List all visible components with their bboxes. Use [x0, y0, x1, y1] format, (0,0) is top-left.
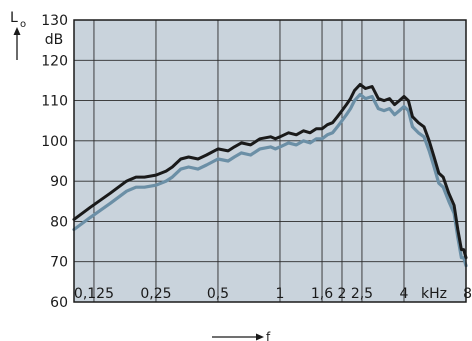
y-tick-label: 130: [41, 13, 68, 29]
x-tick-label: 4: [400, 286, 409, 302]
y-tick-label: 100: [41, 134, 68, 150]
y-tick-label: 120: [41, 53, 68, 69]
y-tick-label: 60: [50, 295, 68, 311]
y-tick-label: 70: [50, 255, 68, 271]
x-axis-symbol: f: [266, 330, 271, 341]
x-tick-label: 0,5: [207, 286, 229, 302]
x-tick-label: 0,125: [74, 286, 114, 302]
y-tick-label: 80: [50, 214, 68, 230]
series-line: [72, 83, 468, 260]
y-axis-unit: dB: [45, 32, 64, 48]
series-line: [72, 92, 468, 268]
x-tick-label: 2: [338, 286, 347, 302]
x-tick-label: 0,25: [140, 286, 171, 302]
y-axis-symbol: L: [10, 10, 18, 26]
x-tick-label: 1: [276, 286, 285, 302]
x-axis-arrow-head: [256, 333, 264, 341]
grid-lines: [74, 19, 467, 303]
y-axis-arrow-head: [13, 27, 21, 35]
series-group: [72, 83, 468, 268]
y-tick-label: 110: [41, 94, 68, 110]
plot-frame: [73, 19, 467, 303]
y-axis-subscript: o: [20, 19, 26, 30]
x-tick-labels: 0,125 0,25 0,5 1 1,6 2 2,5 4 8: [74, 286, 472, 302]
plot-area: [74, 20, 466, 302]
y-tick-label: 90: [50, 174, 68, 190]
x-tick-label: 2,5: [351, 286, 373, 302]
y-tick-labels: 60 70 80 90 100 110 120 130: [41, 13, 68, 311]
x-tick-label: 1,6: [311, 286, 333, 302]
x-tick-label: 8: [463, 286, 472, 302]
x-axis-unit: kHz: [421, 286, 447, 302]
